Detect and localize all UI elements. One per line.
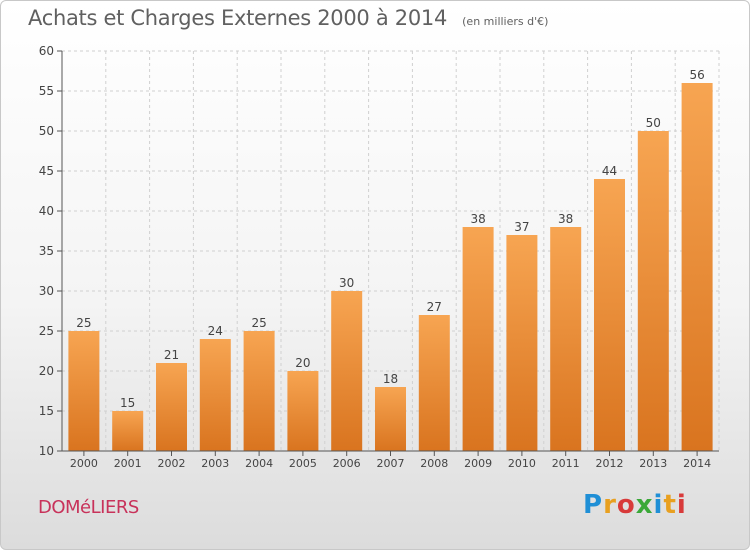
y-tick-label: 50 bbox=[39, 124, 54, 138]
place-name: DOMéLIERS bbox=[38, 497, 139, 518]
bar bbox=[681, 83, 713, 451]
data-label: 50 bbox=[646, 116, 661, 130]
bar bbox=[418, 315, 450, 451]
x-tick-label: 2004 bbox=[245, 457, 273, 470]
data-label: 18 bbox=[383, 372, 398, 386]
data-label: 56 bbox=[689, 68, 704, 82]
bars: 25 15 21 24 25 20 30 18 27 38 37 38 44 50 56 bbox=[68, 68, 713, 451]
data-label: 44 bbox=[602, 164, 617, 178]
bar bbox=[462, 227, 494, 451]
data-label: 15 bbox=[120, 396, 135, 410]
y-tick-label: 30 bbox=[39, 284, 54, 298]
bar bbox=[637, 131, 669, 451]
proxiti-logo: Proxiti bbox=[583, 490, 687, 520]
data-label: 25 bbox=[76, 316, 91, 330]
data-label: 25 bbox=[251, 316, 266, 330]
y-tick-label: 10 bbox=[39, 444, 54, 458]
y-tick-label: 60 bbox=[39, 44, 54, 58]
x-tick-label: 2005 bbox=[289, 457, 317, 470]
x-tick-label: 2011 bbox=[552, 457, 580, 470]
data-label: 27 bbox=[427, 300, 442, 314]
bar bbox=[243, 331, 275, 451]
bar bbox=[287, 371, 319, 451]
bar bbox=[331, 291, 363, 451]
data-label: 37 bbox=[514, 220, 529, 234]
data-label: 38 bbox=[558, 212, 573, 226]
x-tick-label: 2013 bbox=[639, 457, 667, 470]
x-tick-label: 2006 bbox=[333, 457, 361, 470]
bar bbox=[68, 331, 100, 451]
y-tick-label: 35 bbox=[39, 244, 54, 258]
x-tick-label: 2009 bbox=[464, 457, 492, 470]
bar bbox=[506, 235, 538, 451]
x-tick-label: 2003 bbox=[201, 457, 229, 470]
bar bbox=[594, 179, 625, 451]
y-tick-label: 55 bbox=[39, 84, 54, 98]
x-tick-label: 2007 bbox=[377, 457, 405, 470]
x-tick-label: 2010 bbox=[508, 457, 536, 470]
y-tick-label: 45 bbox=[39, 164, 54, 178]
data-label: 24 bbox=[208, 324, 223, 338]
data-label: 21 bbox=[164, 348, 179, 362]
y-tick-label: 40 bbox=[39, 204, 54, 218]
x-tick-label: 2012 bbox=[596, 457, 624, 470]
chart-subtitle: (en milliers d'€) bbox=[462, 15, 549, 28]
data-label: 20 bbox=[295, 356, 310, 370]
data-label: 30 bbox=[339, 276, 354, 290]
bar bbox=[375, 387, 406, 451]
x-tick-label: 2008 bbox=[420, 457, 448, 470]
bar bbox=[156, 363, 187, 451]
title-row: Achats et Charges Externes 2000 à 2014 (… bbox=[28, 6, 548, 30]
x-tick-label: 2014 bbox=[683, 457, 711, 470]
axes: 10 15 20 25 30 35 40 45 50 55 60 2000 2001 2002 2003 20… bbox=[39, 44, 719, 470]
y-tick-label: 20 bbox=[39, 364, 54, 378]
x-tick-label: 2002 bbox=[158, 457, 186, 470]
bar bbox=[199, 339, 231, 451]
data-label: 38 bbox=[470, 212, 485, 226]
x-tick-label: 2000 bbox=[70, 457, 98, 470]
bar bbox=[112, 411, 144, 451]
y-tick-label: 25 bbox=[39, 324, 54, 338]
chart-title: Achats et Charges Externes 2000 à 2014 bbox=[28, 6, 448, 30]
y-tick-label: 15 bbox=[39, 404, 54, 418]
bar bbox=[550, 227, 582, 451]
x-tick-label: 2001 bbox=[114, 457, 142, 470]
